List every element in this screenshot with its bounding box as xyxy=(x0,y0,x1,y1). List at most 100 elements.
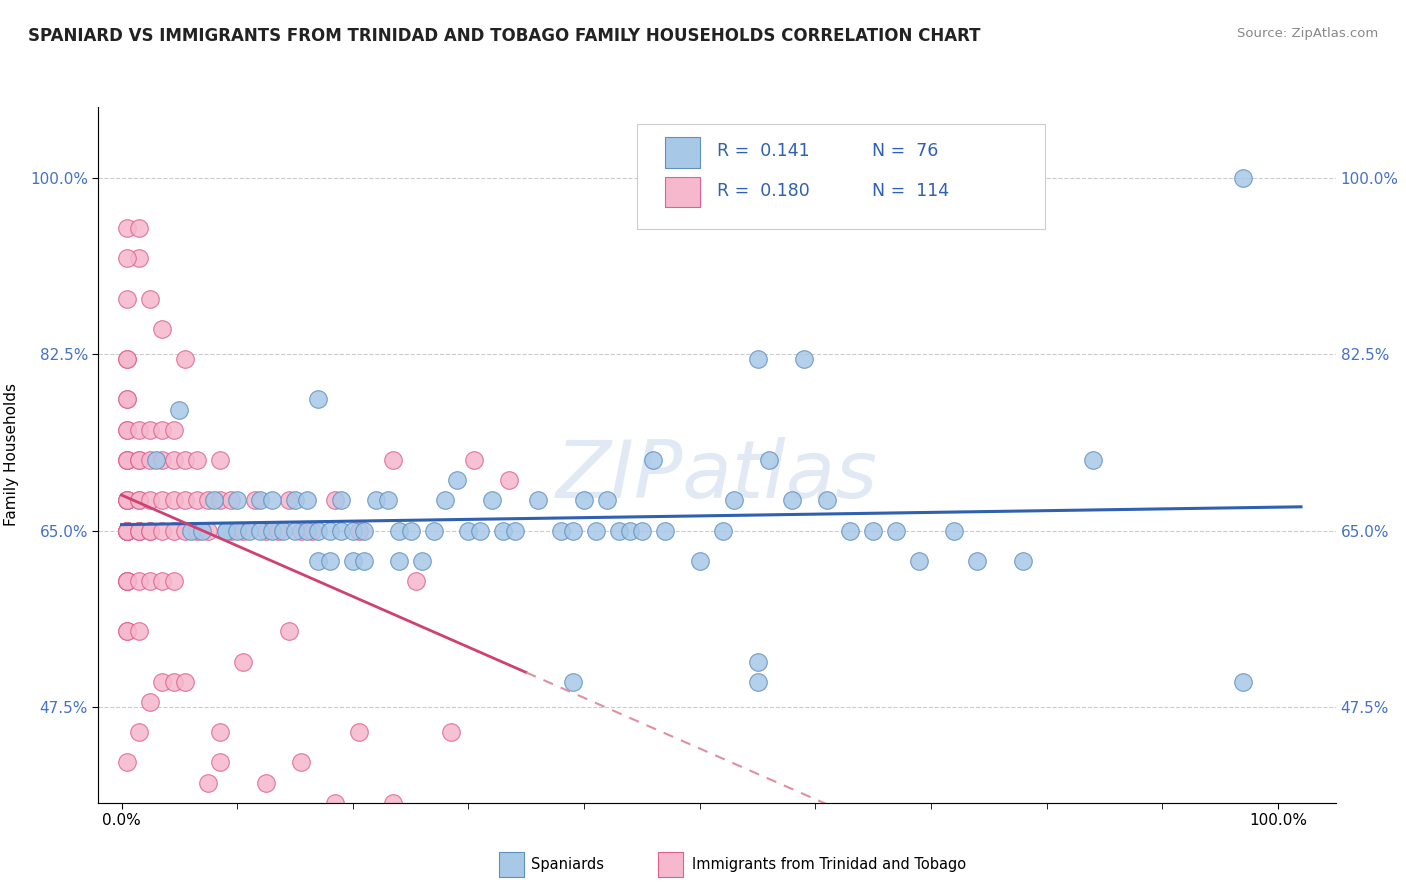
Point xyxy=(793,352,815,367)
Point xyxy=(117,493,139,508)
Point xyxy=(174,453,197,467)
Point xyxy=(382,453,405,467)
Point xyxy=(139,574,162,588)
Point xyxy=(139,524,162,538)
Point xyxy=(347,524,370,538)
Point xyxy=(596,493,619,508)
Point xyxy=(330,524,353,538)
Text: Immigrants from Trinidad and Tobago: Immigrants from Trinidad and Tobago xyxy=(692,857,966,871)
Point xyxy=(162,574,184,588)
FancyBboxPatch shape xyxy=(637,124,1045,229)
Point xyxy=(364,493,387,508)
Point xyxy=(689,554,711,568)
Point xyxy=(278,624,301,639)
Point xyxy=(128,574,150,588)
Point xyxy=(377,493,399,508)
Point xyxy=(342,524,364,538)
Point xyxy=(273,524,295,538)
Point xyxy=(117,453,139,467)
Point xyxy=(723,493,745,508)
Point xyxy=(307,554,329,568)
Point xyxy=(243,493,266,508)
Point xyxy=(139,423,162,437)
Point xyxy=(347,725,370,739)
Point xyxy=(221,524,243,538)
Point xyxy=(747,352,769,367)
Point xyxy=(117,392,139,407)
Point xyxy=(226,524,249,538)
Point xyxy=(208,453,231,467)
Point xyxy=(457,524,479,538)
Point xyxy=(208,493,231,508)
Point xyxy=(117,624,139,639)
Point xyxy=(150,423,173,437)
Point xyxy=(290,756,312,770)
Point xyxy=(145,453,167,467)
Point xyxy=(214,524,236,538)
Point xyxy=(139,695,162,709)
Point xyxy=(815,493,838,508)
Point xyxy=(278,493,301,508)
Point xyxy=(117,574,139,588)
Point xyxy=(284,524,307,538)
Point xyxy=(128,221,150,235)
Point xyxy=(117,574,139,588)
Point xyxy=(780,493,803,508)
Point xyxy=(117,524,139,538)
Text: N =  114: N = 114 xyxy=(872,182,949,200)
Point xyxy=(619,524,641,538)
Point xyxy=(186,493,208,508)
Point xyxy=(150,524,173,538)
Point xyxy=(527,493,550,508)
Text: ZIPatlas: ZIPatlas xyxy=(555,437,879,515)
Point xyxy=(117,493,139,508)
Point xyxy=(295,493,318,508)
Point xyxy=(284,493,307,508)
Point xyxy=(342,554,364,568)
Point xyxy=(388,554,411,568)
Text: Spaniards: Spaniards xyxy=(531,857,605,871)
Point xyxy=(839,524,862,538)
Text: Source: ZipAtlas.com: Source: ZipAtlas.com xyxy=(1237,27,1378,40)
Point xyxy=(1012,554,1035,568)
Point xyxy=(128,524,150,538)
Point xyxy=(498,473,520,487)
Point xyxy=(202,493,225,508)
Point xyxy=(254,775,277,789)
Point xyxy=(117,221,139,235)
Point xyxy=(174,493,197,508)
Text: N =  76: N = 76 xyxy=(872,142,938,160)
Point xyxy=(260,493,283,508)
Point xyxy=(174,674,197,689)
Point xyxy=(162,524,184,538)
Point xyxy=(117,524,139,538)
Point xyxy=(232,655,254,669)
Point xyxy=(128,493,150,508)
Point xyxy=(186,524,208,538)
Point xyxy=(1232,170,1254,185)
Point xyxy=(221,493,243,508)
Point xyxy=(139,524,162,538)
Point xyxy=(117,524,139,538)
Point xyxy=(405,574,427,588)
Point xyxy=(884,524,907,538)
Point xyxy=(295,524,318,538)
Point xyxy=(654,524,676,538)
Point xyxy=(117,524,139,538)
Point xyxy=(128,423,150,437)
Point xyxy=(747,655,769,669)
Point xyxy=(186,453,208,467)
Point xyxy=(117,493,139,508)
Point xyxy=(128,624,150,639)
Point xyxy=(226,493,249,508)
Point xyxy=(325,796,347,810)
Point xyxy=(266,524,288,538)
Point xyxy=(643,453,665,467)
Point xyxy=(631,524,654,538)
Point xyxy=(238,524,260,538)
Point xyxy=(503,524,526,538)
Point xyxy=(117,352,139,367)
Point xyxy=(307,524,329,538)
Point xyxy=(117,524,139,538)
Point xyxy=(434,493,457,508)
